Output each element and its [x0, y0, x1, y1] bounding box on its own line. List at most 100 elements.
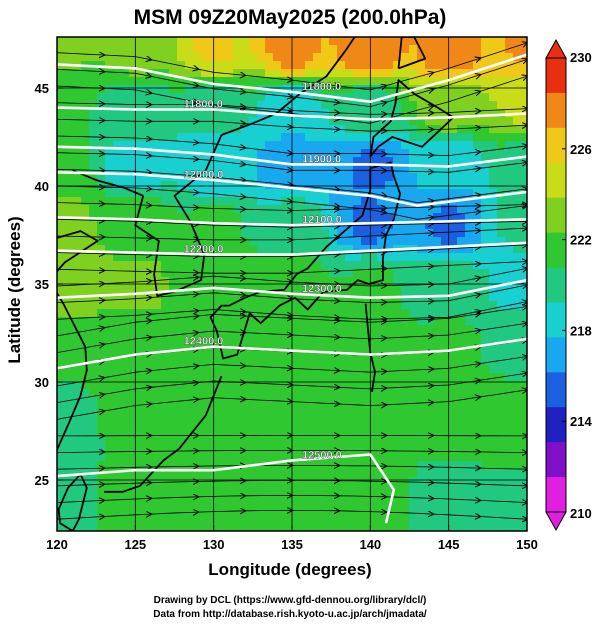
field-cell [153, 77, 162, 86]
field-cell [201, 101, 210, 110]
field-cell [105, 269, 114, 278]
field-cell [385, 101, 394, 110]
field-cell [473, 141, 482, 150]
field-cell [225, 333, 234, 342]
field-cell [473, 317, 482, 326]
field-cell [113, 341, 122, 350]
field-cell [153, 469, 162, 478]
field-cell [329, 269, 338, 278]
field-cell [489, 437, 498, 446]
field-cell [225, 77, 234, 86]
field-cell [465, 61, 474, 70]
field-cell [465, 293, 474, 302]
field-cell [257, 141, 266, 150]
field-cell [425, 189, 434, 198]
field-cell [289, 301, 298, 310]
field-cell [281, 485, 290, 494]
field-cell [481, 53, 490, 62]
field-cell [369, 325, 378, 334]
field-cell [273, 301, 282, 310]
field-cell [377, 109, 386, 118]
field-cell [289, 69, 298, 78]
field-cell [497, 189, 506, 198]
field-cell [465, 405, 474, 414]
field-cell [217, 197, 226, 206]
field-cell [433, 213, 442, 222]
field-cell [481, 237, 490, 246]
field-cell [441, 149, 450, 158]
field-cell [121, 37, 130, 46]
field-cell [97, 125, 106, 134]
field-cell [345, 509, 354, 518]
field-cell [353, 501, 362, 510]
field-cell [129, 141, 138, 150]
field-cell [97, 517, 106, 526]
field-cell [57, 69, 66, 78]
field-cell [505, 309, 514, 318]
field-cell [353, 437, 362, 446]
streamline [432, 212, 480, 218]
field-cell [353, 269, 362, 278]
field-cell [465, 421, 474, 430]
field-cell [305, 197, 314, 206]
field-cell [417, 501, 426, 510]
field-cell [129, 317, 138, 326]
field-cell [337, 157, 346, 166]
field-cell [169, 461, 178, 470]
field-cell [473, 445, 482, 454]
streamline [479, 484, 527, 486]
field-cell [233, 221, 242, 230]
field-cell [137, 221, 146, 230]
field-cell [313, 405, 322, 414]
field-cell [185, 69, 194, 78]
field-cell [369, 237, 378, 246]
field-cell [153, 405, 162, 414]
field-cell [161, 245, 170, 254]
streamline [150, 272, 198, 273]
field-cell [113, 237, 122, 246]
field-cell [361, 181, 370, 190]
field-cell [377, 357, 386, 366]
streamline [479, 390, 527, 398]
field-cell [329, 365, 338, 374]
streamline [338, 337, 386, 339]
field-cell [161, 53, 170, 62]
field-cell [441, 445, 450, 454]
field-cell [393, 69, 402, 78]
field-cell [81, 45, 90, 54]
field-cell [497, 237, 506, 246]
field-cell [489, 213, 498, 222]
field-cell [505, 245, 514, 254]
field-cell [217, 277, 226, 286]
field-cell [433, 229, 442, 238]
field-cell [329, 285, 338, 294]
field-cell [161, 277, 170, 286]
field-cell [177, 125, 186, 134]
field-cell [225, 317, 234, 326]
field-cell [121, 269, 130, 278]
field-cell [129, 261, 138, 270]
field-cell [377, 373, 386, 382]
field-cell [505, 165, 514, 174]
field-cell [161, 285, 170, 294]
field-cell [361, 365, 370, 374]
field-cell [105, 293, 114, 302]
field-cell [521, 309, 527, 318]
field-cell [417, 517, 426, 526]
field-cell [473, 197, 482, 206]
field-cell [305, 357, 314, 366]
field-cell [273, 205, 282, 214]
field-cell [465, 285, 474, 294]
field-cell [233, 485, 242, 494]
field-cell [329, 309, 338, 318]
field-cell [217, 205, 226, 214]
field-cell [153, 237, 162, 246]
field-cell [513, 197, 522, 206]
field-cell [313, 341, 322, 350]
field-cell [505, 501, 514, 510]
field-cell [433, 277, 442, 286]
field-cell [513, 461, 522, 470]
field-cell [129, 453, 138, 462]
field-cell [193, 205, 202, 214]
field-cell [73, 45, 82, 54]
